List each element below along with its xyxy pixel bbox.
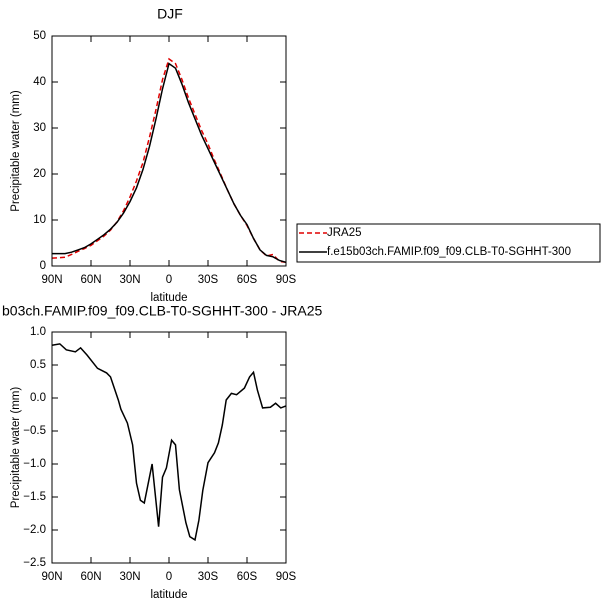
- y-tick-label: −1.5: [23, 491, 46, 503]
- y-axis-label: Precipitable water (mm): [10, 387, 22, 509]
- x-tick-label: 60N: [80, 274, 101, 286]
- y-tick-label: −2.0: [23, 524, 46, 536]
- y-tick-label: 0: [40, 260, 46, 272]
- legend-label: f.e15b03ch.FAMIP.f09_f09.CLB-T0-SGHHT-30…: [327, 246, 571, 258]
- x-tick-label: 60N: [80, 571, 101, 583]
- y-tick-label: 0.0: [30, 392, 46, 404]
- chart-title: DJF: [157, 6, 183, 22]
- y-tick-label: 10: [33, 214, 46, 226]
- y-tick-label: 0.5: [30, 359, 46, 371]
- x-tick-label: 60S: [237, 571, 258, 583]
- x-tick-label: 30N: [119, 274, 140, 286]
- x-tick-label: 90N: [41, 571, 62, 583]
- data-line: [52, 62, 287, 264]
- chart-title: b03ch.FAMIP.f09_f09.CLB-T0-SGHHT-300 - J…: [2, 303, 323, 319]
- y-tick-label: −0.5: [23, 425, 46, 437]
- y-tick-label: 30: [33, 122, 46, 134]
- y-tick-label: 50: [33, 30, 46, 42]
- plot-frame: [51, 35, 287, 267]
- legend-frame: [296, 223, 601, 263]
- x-tick-label: 0: [166, 274, 172, 286]
- x-axis-label: latitude: [150, 589, 187, 601]
- x-axis-label: latitude: [150, 292, 187, 304]
- x-tick-label: 30S: [198, 571, 219, 583]
- x-tick-label: 60S: [237, 274, 258, 286]
- data-line: [51, 343, 287, 542]
- y-tick-label: −2.5: [23, 557, 46, 569]
- x-tick-label: 90N: [41, 274, 62, 286]
- plot-frame: [51, 331, 287, 564]
- x-tick-label: 30N: [119, 571, 140, 583]
- y-tick-label: 40: [33, 76, 46, 88]
- legend-label: JRA25: [327, 227, 362, 239]
- y-tick-label: 20: [33, 168, 46, 180]
- y-axis-label: Precipitable water (mm): [10, 90, 22, 212]
- x-tick-label: 90S: [276, 274, 297, 286]
- x-tick-label: 90S: [276, 571, 297, 583]
- y-tick-label: −1.0: [23, 458, 46, 470]
- x-tick-label: 0: [166, 571, 172, 583]
- y-tick-label: 1.0: [30, 326, 46, 338]
- x-tick-label: 30S: [198, 274, 219, 286]
